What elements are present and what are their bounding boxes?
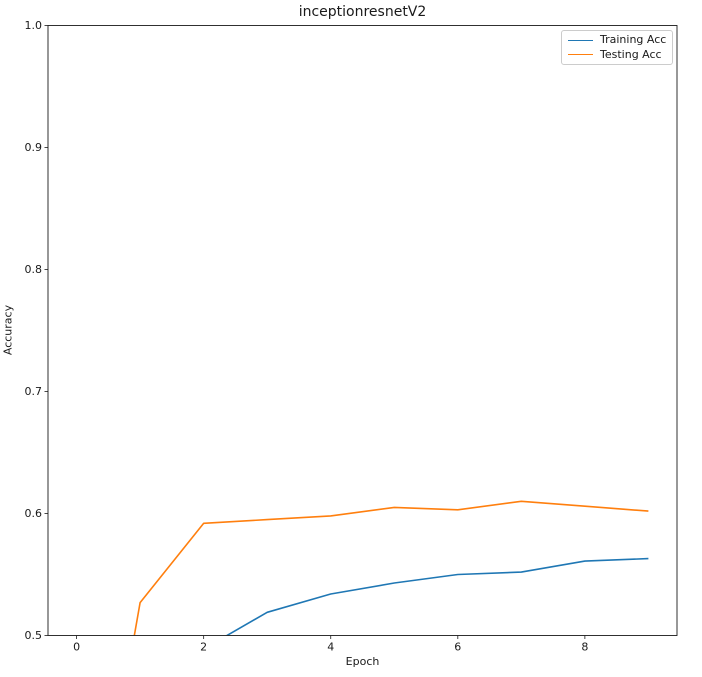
x-tick-label: 0	[73, 641, 80, 654]
x-tick-label: 6	[454, 641, 461, 654]
x-tick-label: 8	[581, 641, 588, 654]
x-tick-label: 4	[327, 641, 334, 654]
legend-label-testing: Testing Acc	[600, 47, 662, 61]
legend: Training Acc Testing Acc	[561, 30, 673, 65]
chart-title: inceptionresnetV2	[298, 4, 427, 20]
y-tick-label: 0.9	[25, 141, 43, 154]
y-axis-label: Accuracy	[1, 304, 15, 356]
testing-line-sample-icon	[568, 54, 593, 56]
y-tick-label: 0.5	[25, 629, 43, 642]
y-tick-label: 0.8	[25, 263, 43, 276]
testing-acc-line	[133, 500, 649, 636]
legend-label-training: Training Acc	[600, 33, 667, 47]
x-tick-label: 2	[200, 641, 207, 654]
training-acc-line	[225, 557, 649, 636]
y-tick-label: 0.6	[25, 507, 43, 520]
y-tick-label: 0.7	[25, 385, 43, 398]
plot-border	[47, 25, 678, 636]
x-axis-label: Epoch	[345, 655, 380, 668]
y-tick-label: 1.0	[25, 19, 43, 32]
legend-item-training: Training Acc	[568, 33, 666, 47]
legend-item-testing: Testing Acc	[568, 48, 666, 62]
training-line-sample-icon	[568, 39, 593, 41]
